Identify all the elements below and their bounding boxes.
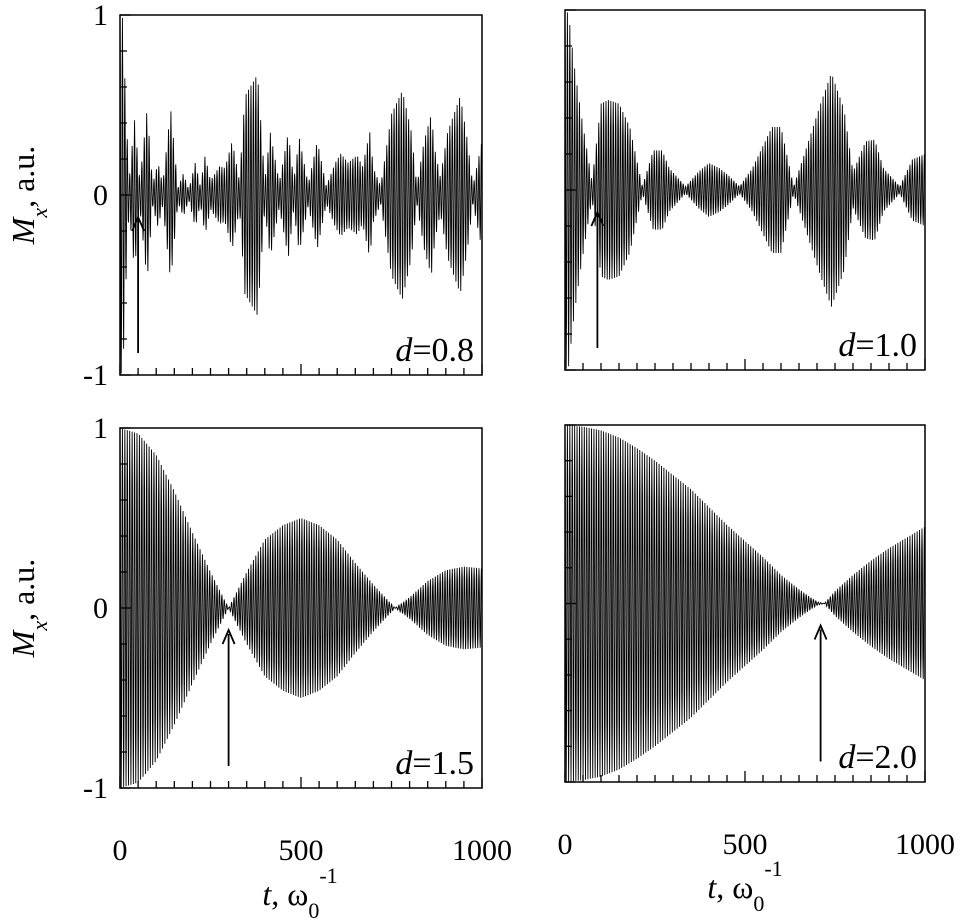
panel-label-value: =1.0 <box>855 327 917 364</box>
y-tick-label: -1 <box>83 772 108 805</box>
panel-label: d=2.0 <box>838 739 917 776</box>
x-tick-label: 1000 <box>895 828 955 861</box>
series-line <box>119 14 483 374</box>
panel-label-var: d <box>838 327 856 364</box>
panel-label-var: d <box>395 745 413 782</box>
x-tick-label: 0 <box>113 834 128 867</box>
y-unit: , a.u. <box>5 146 41 208</box>
x-unit-sup: -1 <box>319 863 337 888</box>
x-tick-label: 500 <box>723 828 768 861</box>
panel-label: d=1.5 <box>395 745 474 782</box>
panel-3: d=1.510-10 500 1000 <box>83 412 512 867</box>
panel-label-var: d <box>838 739 856 776</box>
arrow-head <box>221 627 236 645</box>
series-line <box>564 9 926 369</box>
y-tick-label: -1 <box>83 359 108 392</box>
x-var: t <box>707 869 717 905</box>
panel-1: d=0.8 1 0 -1 <box>83 0 483 392</box>
y-sub: x <box>27 621 52 632</box>
panel-label: d=1.0 <box>838 327 917 364</box>
x-unit: , ω <box>716 869 753 905</box>
y-sub: x <box>27 208 52 219</box>
y-var: M <box>5 215 41 245</box>
y-tick-label: 0 <box>93 592 108 625</box>
panel-label-value: =1.5 <box>412 745 474 782</box>
series-line <box>119 427 483 788</box>
arrow-head <box>590 209 605 227</box>
x-axis-title-left: t, ω0-1 <box>262 863 337 920</box>
y-tick-label: 1 <box>93 412 108 445</box>
x-unit-sup: -1 <box>764 856 782 881</box>
y-axis-title-bottom: Mx, a.u. <box>5 559 52 659</box>
arrow-head <box>131 214 145 232</box>
panel-label-value: =0.8 <box>412 332 474 369</box>
x-tick-label: 1000 <box>452 834 512 867</box>
svg-text:Mx, a.u.: Mx, a.u. <box>5 146 52 246</box>
series-line <box>564 424 926 782</box>
y-axis-title-top: Mx, a.u. <box>5 146 52 246</box>
y-tick-label: 0 <box>93 179 108 212</box>
x-tick-label: 0 <box>558 828 573 861</box>
y-var: M <box>5 628 41 658</box>
x-unit-sub: 0 <box>753 891 764 916</box>
panel-label: d=0.8 <box>395 332 474 369</box>
arrow-head <box>813 623 828 640</box>
y-unit: , a.u. <box>5 559 41 621</box>
panel-4: d=2.0 0 500 1000 <box>558 424 955 861</box>
panel-label-value: =2.0 <box>855 739 917 776</box>
x-unit-sub: 0 <box>308 898 319 920</box>
x-var: t <box>262 876 272 912</box>
x-tick-label: 500 <box>279 834 324 867</box>
panel-label-var: d <box>395 332 413 369</box>
x-axis-title-right: t, ω0-1 <box>707 856 782 916</box>
svg-text:Mx, a.u.: Mx, a.u. <box>5 559 52 659</box>
panel-2: d=1.0 <box>564 9 926 371</box>
y-tick-label: 1 <box>93 0 108 32</box>
x-unit: , ω <box>271 876 308 912</box>
